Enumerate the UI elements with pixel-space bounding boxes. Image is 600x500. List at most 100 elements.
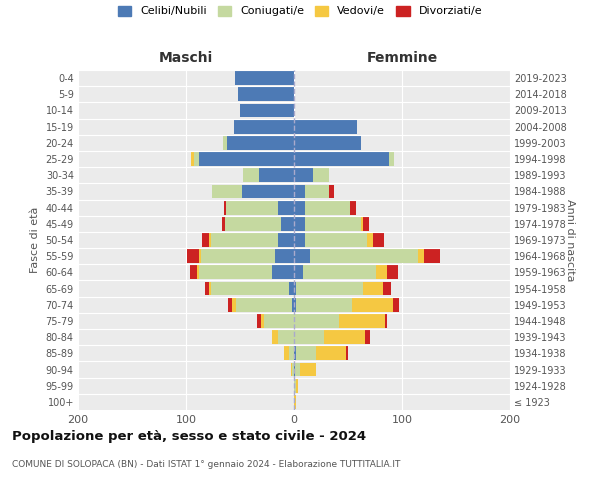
Bar [238,88,294,101]
Y-axis label: Anni di nascita: Anni di nascita [565,198,575,281]
Bar [211,233,278,247]
Bar [209,233,211,247]
Bar [305,217,361,230]
Bar [272,266,294,280]
Bar [424,250,440,263]
Bar [294,395,296,409]
Bar [281,217,294,230]
Bar [418,250,424,263]
Bar [294,152,389,166]
Bar [361,217,363,230]
Bar [205,282,209,296]
Bar [294,233,305,247]
Legend: Celibi/Nubili, Coniugati/e, Vedovi/e, Divorziati/e: Celibi/Nubili, Coniugati/e, Vedovi/e, Di… [118,6,482,16]
Bar [363,282,383,296]
Bar [197,266,199,280]
Bar [302,266,376,280]
Bar [199,250,201,263]
Bar [350,200,356,214]
Bar [257,314,260,328]
Bar [264,314,294,328]
Bar [346,346,348,360]
Bar [301,362,316,376]
Bar [294,136,361,149]
Bar [260,314,264,328]
Bar [294,184,305,198]
Bar [284,346,289,360]
Bar [295,362,301,376]
Bar [294,200,305,214]
Bar [243,168,259,182]
Bar [367,233,373,247]
Bar [294,298,296,312]
Bar [324,330,365,344]
Bar [232,298,236,312]
Bar [296,346,316,360]
Bar [294,362,295,376]
Bar [190,266,197,280]
Text: Maschi: Maschi [159,51,213,65]
Bar [340,314,385,328]
Bar [259,168,294,182]
Bar [289,282,294,296]
Bar [292,362,294,376]
Bar [272,330,278,344]
Bar [294,282,296,296]
Bar [199,266,272,280]
Bar [313,168,329,182]
Bar [305,184,329,198]
Bar [235,71,294,85]
Bar [278,233,294,247]
Bar [389,152,394,166]
Bar [227,136,294,149]
Text: Popolazione per età, sesso e stato civile - 2024: Popolazione per età, sesso e stato civil… [12,430,366,443]
Bar [291,362,292,376]
Bar [201,250,275,263]
Bar [202,233,209,247]
Bar [363,217,368,230]
Bar [294,314,340,328]
Bar [240,104,294,118]
Bar [296,298,352,312]
Bar [191,152,194,166]
Bar [221,217,225,230]
Bar [187,250,199,263]
Bar [352,298,394,312]
Text: Femmine: Femmine [367,51,437,65]
Bar [224,200,226,214]
Bar [387,266,398,280]
Bar [275,250,294,263]
Bar [310,250,418,263]
Bar [242,184,294,198]
Bar [316,346,346,360]
Bar [194,152,199,166]
Bar [294,346,296,360]
Bar [289,346,294,360]
Bar [233,120,294,134]
Bar [278,330,294,344]
Bar [329,184,334,198]
Bar [199,152,294,166]
Bar [305,200,350,214]
Bar [212,184,242,198]
Bar [294,379,296,392]
Bar [236,298,292,312]
Bar [294,217,305,230]
Bar [383,282,391,296]
Bar [294,250,310,263]
Y-axis label: Fasce di età: Fasce di età [30,207,40,273]
Bar [373,233,383,247]
Bar [225,217,281,230]
Bar [296,379,298,392]
Bar [394,298,399,312]
Bar [305,233,367,247]
Bar [223,136,227,149]
Bar [226,200,278,214]
Bar [294,330,324,344]
Bar [385,314,387,328]
Bar [365,330,370,344]
Bar [376,266,387,280]
Bar [294,266,302,280]
Bar [296,282,363,296]
Bar [228,298,232,312]
